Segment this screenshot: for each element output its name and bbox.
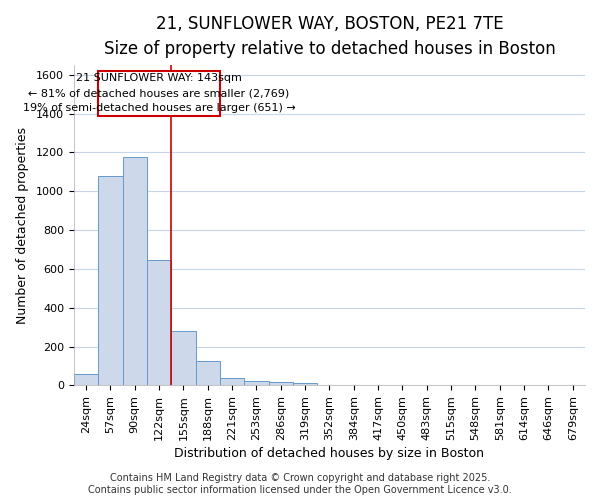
Title: 21, SUNFLOWER WAY, BOSTON, PE21 7TE
Size of property relative to detached houses: 21, SUNFLOWER WAY, BOSTON, PE21 7TE Size… xyxy=(104,15,556,58)
Bar xyxy=(74,374,98,386)
Text: Contains HM Land Registry data © Crown copyright and database right 2025.
Contai: Contains HM Land Registry data © Crown c… xyxy=(88,474,512,495)
FancyBboxPatch shape xyxy=(98,71,220,116)
Text: 21 SUNFLOWER WAY: 143sqm
← 81% of detached houses are smaller (2,769)
19% of sem: 21 SUNFLOWER WAY: 143sqm ← 81% of detach… xyxy=(23,74,295,113)
Bar xyxy=(220,378,244,386)
Bar xyxy=(147,260,171,386)
Bar xyxy=(244,382,269,386)
Bar xyxy=(196,361,220,386)
Bar xyxy=(122,158,147,386)
Bar xyxy=(171,331,196,386)
Bar xyxy=(98,176,122,386)
X-axis label: Distribution of detached houses by size in Boston: Distribution of detached houses by size … xyxy=(175,447,484,460)
Y-axis label: Number of detached properties: Number of detached properties xyxy=(16,126,29,324)
Bar xyxy=(293,384,317,386)
Bar xyxy=(269,382,293,386)
